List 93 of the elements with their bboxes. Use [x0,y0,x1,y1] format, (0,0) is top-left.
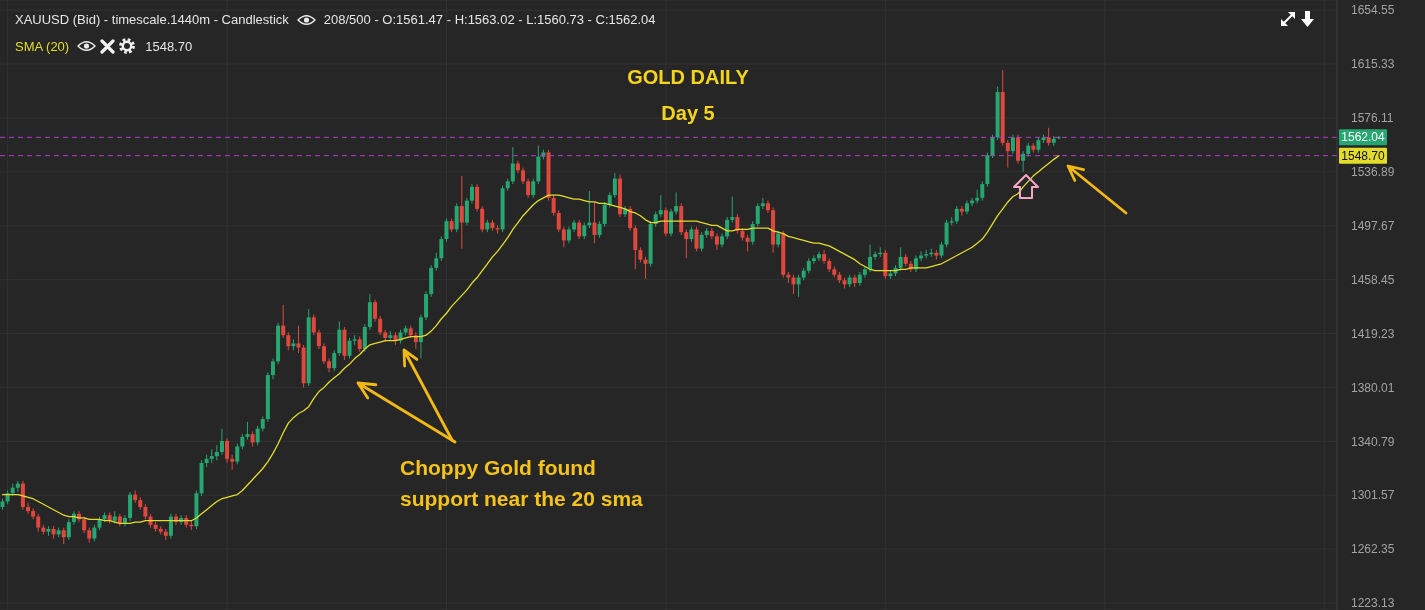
candlestick [469,183,474,204]
candlestick [128,491,133,522]
candlestick [510,146,515,185]
candlestick [439,235,444,262]
candlestick [225,437,230,464]
candlestick [561,226,566,248]
candlestick [883,249,888,280]
candlestick [526,178,531,199]
y-tick-label: 1497.67 [1351,219,1395,234]
candlestick [980,180,985,202]
candlestick [669,208,674,237]
ref-line-label: 1562.04 [1341,130,1386,145]
y-tick-label: 1301.57 [1351,488,1395,503]
y-tick-label: 1380.01 [1351,380,1395,395]
candlestick [424,290,429,321]
candlestick [378,315,383,336]
candlestick [628,205,633,232]
candlestick [281,304,286,339]
candlestick [362,323,367,353]
candlestick [868,244,873,273]
candlestick [475,183,480,213]
candlestick [1016,134,1021,164]
candlestick [454,202,459,233]
candlestick [959,205,964,217]
candlestick [760,197,765,210]
candlestick [26,502,31,515]
annotation: 1548.70 [145,38,193,54]
candlestick [684,228,689,259]
y-tick-label: 1340.79 [1351,434,1395,449]
candlestick [322,342,326,365]
candlestick [817,250,821,262]
candlestick [168,513,173,540]
candlestick [444,217,449,243]
ref-line-label: 1548.70 [1341,148,1386,163]
candlestick [255,425,260,446]
candlestick [551,194,556,217]
y-tick-label: 1536.89 [1351,165,1395,180]
candlestick [235,443,240,465]
candlestick [332,349,337,372]
candlestick [755,202,760,228]
candlestick [811,255,816,265]
candlestick [464,197,469,226]
y-tick-label: 1458.45 [1351,272,1395,287]
candlestick [270,358,275,380]
candlestick [1010,134,1015,155]
candlestick [122,514,127,527]
candlestick [990,134,995,159]
candlestick [66,518,71,541]
candlestick [612,172,617,199]
candlestick [898,246,903,272]
candlestick [873,250,878,261]
candlestick [822,249,827,265]
candlestick [633,224,638,270]
candlestick [373,299,378,322]
candlestick [480,205,485,233]
text: GOLD DAILY [627,66,749,88]
candlestick [311,314,316,336]
candlestick [735,213,740,235]
candlestick [556,209,561,233]
annotation: 208/500 - O:1561.47 - H:1563.02 - L:1560.73 - C:1562.04 [323,12,656,27]
candlestick [337,320,342,357]
candlestick [699,231,704,252]
annotation: Choppy Gold found support near the 20 sma [400,456,643,510]
candlestick [316,329,321,350]
candlestick [944,219,949,248]
annotation: XAUUSD (Bid) - timescale.1440m - Candlestick [15,12,289,27]
y-tick-label: 1615.33 [1351,57,1395,72]
candlestick [1021,150,1026,173]
y-tick-label: 1576.11 [1351,111,1394,126]
candlestick [658,194,663,218]
candlestick [531,178,536,199]
candlestick [694,226,699,252]
candlestick [459,175,464,250]
y-tick-label: 1223.13 [1351,596,1395,610]
candlestick [730,195,735,224]
text: Day 5 [661,102,715,124]
candlestick [577,219,582,240]
y-tick-label: 1654.55 [1351,3,1395,18]
candlestick [20,480,25,511]
y-tick-label: 1262.35 [1351,542,1395,557]
candlestick [1005,139,1010,169]
candlestick [347,337,352,360]
candlestick [643,256,648,280]
candlestick [674,191,679,215]
candlestick [296,325,301,354]
candlestick [663,206,668,237]
candlestick [602,201,607,228]
candlestick [592,201,597,244]
candlestick [219,428,224,456]
candlestick [31,507,36,520]
y-tick-label: 1419.23 [1351,326,1395,341]
candlestick [230,454,235,471]
text: SMA (20) [15,38,70,54]
